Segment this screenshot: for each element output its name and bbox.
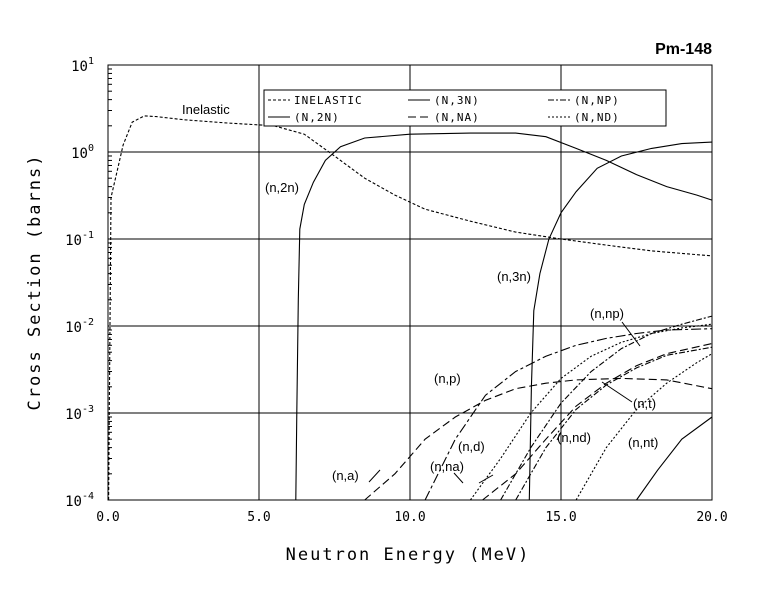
series-label: (n,np) [590,306,624,321]
series-line-inelastic [108,115,713,501]
x-axis-ticks: 0.0 5.0 10.0 15.0 20.0 [96,510,727,525]
series-label: (n,na) [430,459,464,474]
x-tick-label: 0.0 [96,510,119,525]
x-tick-label: 10.0 [394,510,425,525]
series-labels: Inelastic (n,2n) (n,3n) (n,p) (n,a) (n,np) (n,… [182,102,658,484]
y-tick-label: 10-1 [65,230,94,249]
label-leader-line [368,469,381,483]
series-line-n-2n [295,132,713,501]
grid-lines [108,65,712,500]
legend-label: (N,NA) [434,111,480,124]
x-tick-label: 5.0 [247,510,270,525]
chart-title: Pm-148 [655,41,712,58]
series-label: (n,d) [458,439,485,454]
legend: INELASTIC (N,3N) (N,NP) (N,2N) (N,NA) (N,ND) [263,89,667,127]
series-label: (n,nt) [628,435,658,450]
series-label: (n,p) [434,371,461,386]
legend-box [263,89,667,127]
x-tick-label: 15.0 [545,510,576,525]
series-line-n-d [469,323,713,501]
x-axis-label: Neutron Energy (MeV) [286,545,531,565]
label-leader-line [453,472,464,484]
x-tick-label: 20.0 [696,510,727,525]
y-tick-label: 10-4 [65,491,94,510]
series-line-n-p [424,328,713,501]
series-line-n-nt [636,416,713,501]
series-line-n-np [500,315,713,501]
legend-label: (N,3N) [434,94,480,107]
label-leader-line [478,474,494,484]
label-leader-line [601,381,633,403]
y-tick-label: 100 [71,143,94,162]
series-line-n-na [482,342,713,501]
y-axis-label: Cross Section (barns) [25,154,45,411]
series-label: (n,3n) [497,269,531,284]
y-tick-label: 101 [71,56,94,75]
series-line-n-nd [575,353,713,501]
series-label: Inelastic [182,102,230,117]
label-leader-line [556,431,562,441]
legend-label: (N,NP) [574,94,620,107]
plot-frame [107,64,713,501]
label-leader-line [621,321,641,347]
legend-label: INELASTIC [294,94,363,107]
series-line-n-3n [528,141,713,501]
series-line-n-a [364,377,713,501]
legend-label: (N,2N) [294,111,340,124]
y-tick-label: 10-3 [65,404,94,423]
series-label: (n,2n) [265,180,299,195]
y-tick-label: 10-2 [65,317,94,336]
series-label: (n,a) [332,468,359,483]
series-label: (n,t) [633,396,656,411]
series-line-n-t [515,346,713,501]
legend-label: (N,ND) [574,111,620,124]
series-label: (n,nd) [557,430,591,445]
y-axis-ticks: 10-4 10-3 10-2 10-1 100 101 [65,56,94,510]
